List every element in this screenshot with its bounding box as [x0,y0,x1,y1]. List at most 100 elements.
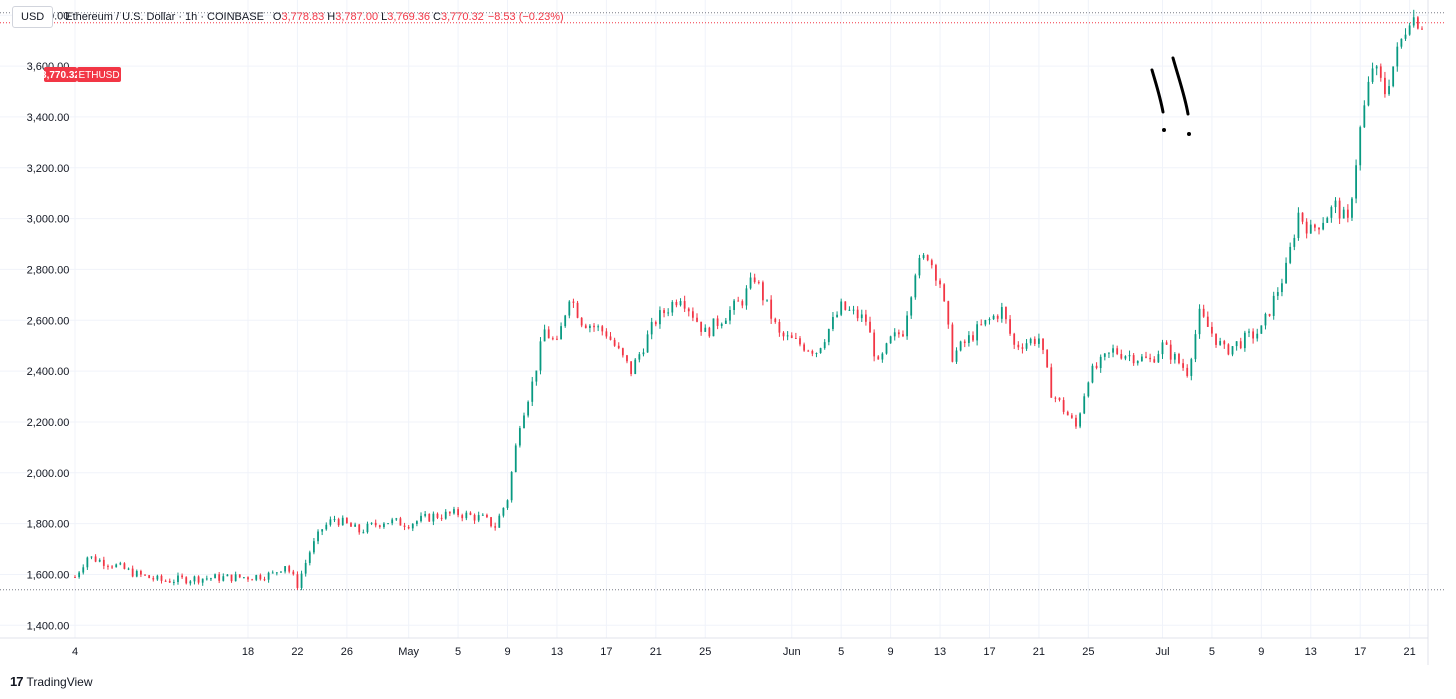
candle-body [881,353,884,360]
candle-body [98,559,101,562]
candle-body [560,326,562,340]
candle-body [321,529,324,532]
candle-body [1219,341,1222,345]
candle-body [675,301,678,306]
candle-body [461,515,464,519]
candle-body [350,523,352,527]
candle-body [1112,348,1114,353]
candle-body [724,320,727,324]
candle-body [1285,262,1287,284]
candle-body [626,355,628,362]
candle-body [803,344,806,351]
candle-body [556,338,558,340]
candle-body [135,571,138,577]
candle-body [613,339,616,346]
candle-body [1384,77,1386,95]
candle-body [506,500,509,508]
candle-body [1132,355,1135,364]
candle-body [119,563,122,565]
candle-body [444,511,447,519]
candle-body [906,315,908,337]
candle-body [284,566,286,572]
candle-body [292,571,295,575]
time-tick-label: 5 [838,646,844,658]
candle-body [354,524,357,527]
candle-body [74,576,76,578]
candle-body [308,552,311,563]
candle-body [1050,367,1053,398]
candle-body [374,522,377,526]
candle-body [362,532,365,534]
time-tick-label: 9 [888,646,894,658]
candle-body [572,301,575,303]
high-key: H [327,11,336,23]
candle-body [465,512,468,519]
candle-body [1173,353,1176,360]
price-axis[interactable]: 1,400.00 1,600.00 1,800.00 2,000.00 2,200.00… [27,10,70,632]
candle-body [424,513,427,516]
candle-body [1136,360,1139,364]
tradingview-logo-icon[interactable]: 17 [10,674,24,689]
candles [74,9,1423,591]
candle-body [259,575,262,580]
candle-body [234,574,237,582]
candle-body [963,341,966,344]
candle-body [1054,397,1057,399]
candle-body [1388,86,1390,95]
candle-body [391,519,394,524]
candle-body [317,531,319,542]
candle-body [617,345,620,349]
candle-body [1083,396,1086,414]
candle-body [502,507,505,516]
candle-body [271,572,274,574]
currency-button[interactable]: USD [12,6,54,28]
candle-body [621,348,624,356]
reference-lines [0,12,1446,591]
candle-body [885,343,888,354]
candle-body [729,310,731,321]
candle-body [1359,127,1362,166]
candle-body [1211,326,1213,334]
candle-body [1149,357,1152,360]
candle-body [1351,198,1353,218]
candle-body [712,318,715,337]
candle-body [387,523,389,525]
candle-body [226,574,229,577]
candle-body [1396,46,1399,67]
brand-name[interactable]: TradingView [26,674,93,689]
candle-body [741,301,744,306]
time-tick-label: 9 [504,646,510,658]
candle-body [605,331,608,337]
candle-body [700,321,703,332]
candle-body [819,348,822,353]
time-tick-label: 21 [650,646,662,658]
candle-body [1252,331,1255,339]
candle-body [1227,344,1230,355]
candle-body [1182,363,1184,368]
time-axis[interactable]: 4 18 22 26 May 5 9 13 17 21 25 Jun 5 9 13 17 21 25 Jul 5 9 13… [72,646,1416,658]
candle-body [1206,316,1209,327]
candle-body [1120,353,1123,359]
candle-body [988,319,991,321]
candle-body [671,301,674,313]
candle-body [102,559,105,566]
candle-body [514,445,517,473]
candle-body [584,325,587,329]
candle-body [1190,359,1193,376]
candle-body [770,299,773,319]
candle-body [432,513,435,522]
candle-body [1042,338,1044,350]
candle-body [370,522,373,524]
candle-body [959,341,962,351]
price-tag-symbol: ETHUSD [78,70,119,81]
candle-body [1355,165,1357,199]
candle-body [1334,200,1337,208]
candle-body [782,332,785,337]
candle-body [576,302,579,318]
candle-body [659,310,661,325]
candle-body [877,356,880,360]
candle-body [1268,313,1271,316]
candle-body [1330,207,1333,218]
candle-body [1416,17,1419,29]
